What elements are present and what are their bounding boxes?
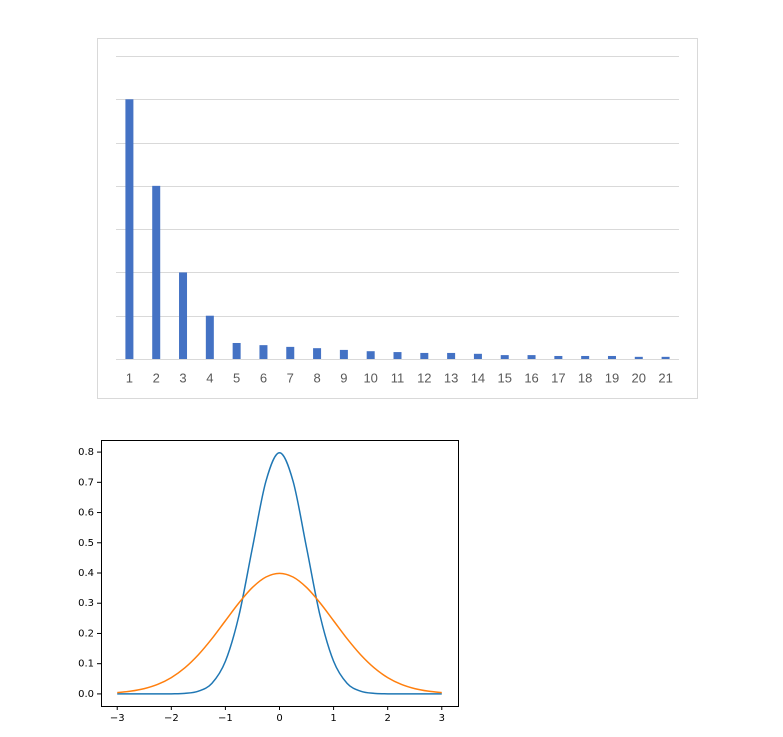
x-tick-label: 4: [206, 370, 213, 385]
bar: [581, 355, 590, 359]
x-tick-label: 5: [233, 370, 240, 385]
bar: [205, 315, 214, 359]
bar: [527, 355, 536, 359]
bar: [313, 348, 322, 359]
line-series: [117, 451, 442, 695]
bar: [554, 355, 563, 359]
bar: [286, 346, 295, 359]
x-tick-label: 13: [444, 370, 458, 385]
y-tick-label: 0.5: [78, 538, 94, 549]
x-tick-label: 21: [658, 370, 672, 385]
y-tick-label: 0.1: [78, 659, 94, 670]
x-tick-label: −2: [164, 713, 179, 724]
x-tick-label: 19: [605, 370, 619, 385]
x-tick-label: 15: [498, 370, 512, 385]
bar: [232, 342, 241, 359]
x-tick-label: 10: [363, 370, 377, 385]
y-tick-label: 0.3: [78, 598, 94, 609]
x-tick-label: 20: [632, 370, 646, 385]
x-tick-label: 7: [287, 370, 294, 385]
x-tick-label: 8: [313, 370, 320, 385]
line-series: [117, 572, 442, 694]
y-tick-label: 0.4: [78, 568, 94, 579]
x-tick-label: 14: [471, 370, 485, 385]
y-tick-label: 0.7: [78, 477, 94, 488]
bar: [500, 355, 509, 359]
axes-frame: [101, 440, 459, 707]
bar: [473, 353, 482, 359]
x-tick-label: 0: [276, 713, 282, 724]
x-tick-label: 6: [260, 370, 267, 385]
x-tick-label: 12: [417, 370, 431, 385]
x-tick-label: 2: [384, 713, 390, 724]
x-tick-label: 11: [391, 370, 405, 385]
bar: [661, 356, 670, 359]
bar: [634, 356, 643, 359]
x-tick-label: 1: [330, 713, 336, 724]
bar: [447, 352, 456, 359]
bar: [607, 355, 616, 359]
bar: [420, 352, 429, 359]
chart-frame: [97, 38, 698, 399]
y-tick-label: 0.2: [78, 628, 94, 639]
x-tick-label: 1: [126, 370, 133, 385]
bar: [152, 185, 161, 359]
x-tick-label: 16: [524, 370, 538, 385]
bar: [366, 351, 375, 359]
x-tick-label: 3: [179, 370, 186, 385]
x-tick-label: 2: [153, 370, 160, 385]
x-tick-label: −1: [218, 713, 233, 724]
bar: [339, 349, 348, 359]
bar: [125, 99, 134, 360]
x-tick-label: 9: [340, 370, 347, 385]
bar: [179, 272, 188, 359]
bar: [393, 352, 402, 359]
y-tick-label: 0.6: [78, 508, 94, 519]
x-tick-label: 18: [578, 370, 592, 385]
bar: [259, 345, 268, 359]
x-tick-label: −3: [110, 713, 125, 724]
y-tick-label: 0.0: [78, 689, 94, 700]
x-tick-label: 3: [439, 713, 445, 724]
x-tick-label: 17: [551, 370, 565, 385]
y-tick-label: 0.8: [78, 447, 94, 458]
